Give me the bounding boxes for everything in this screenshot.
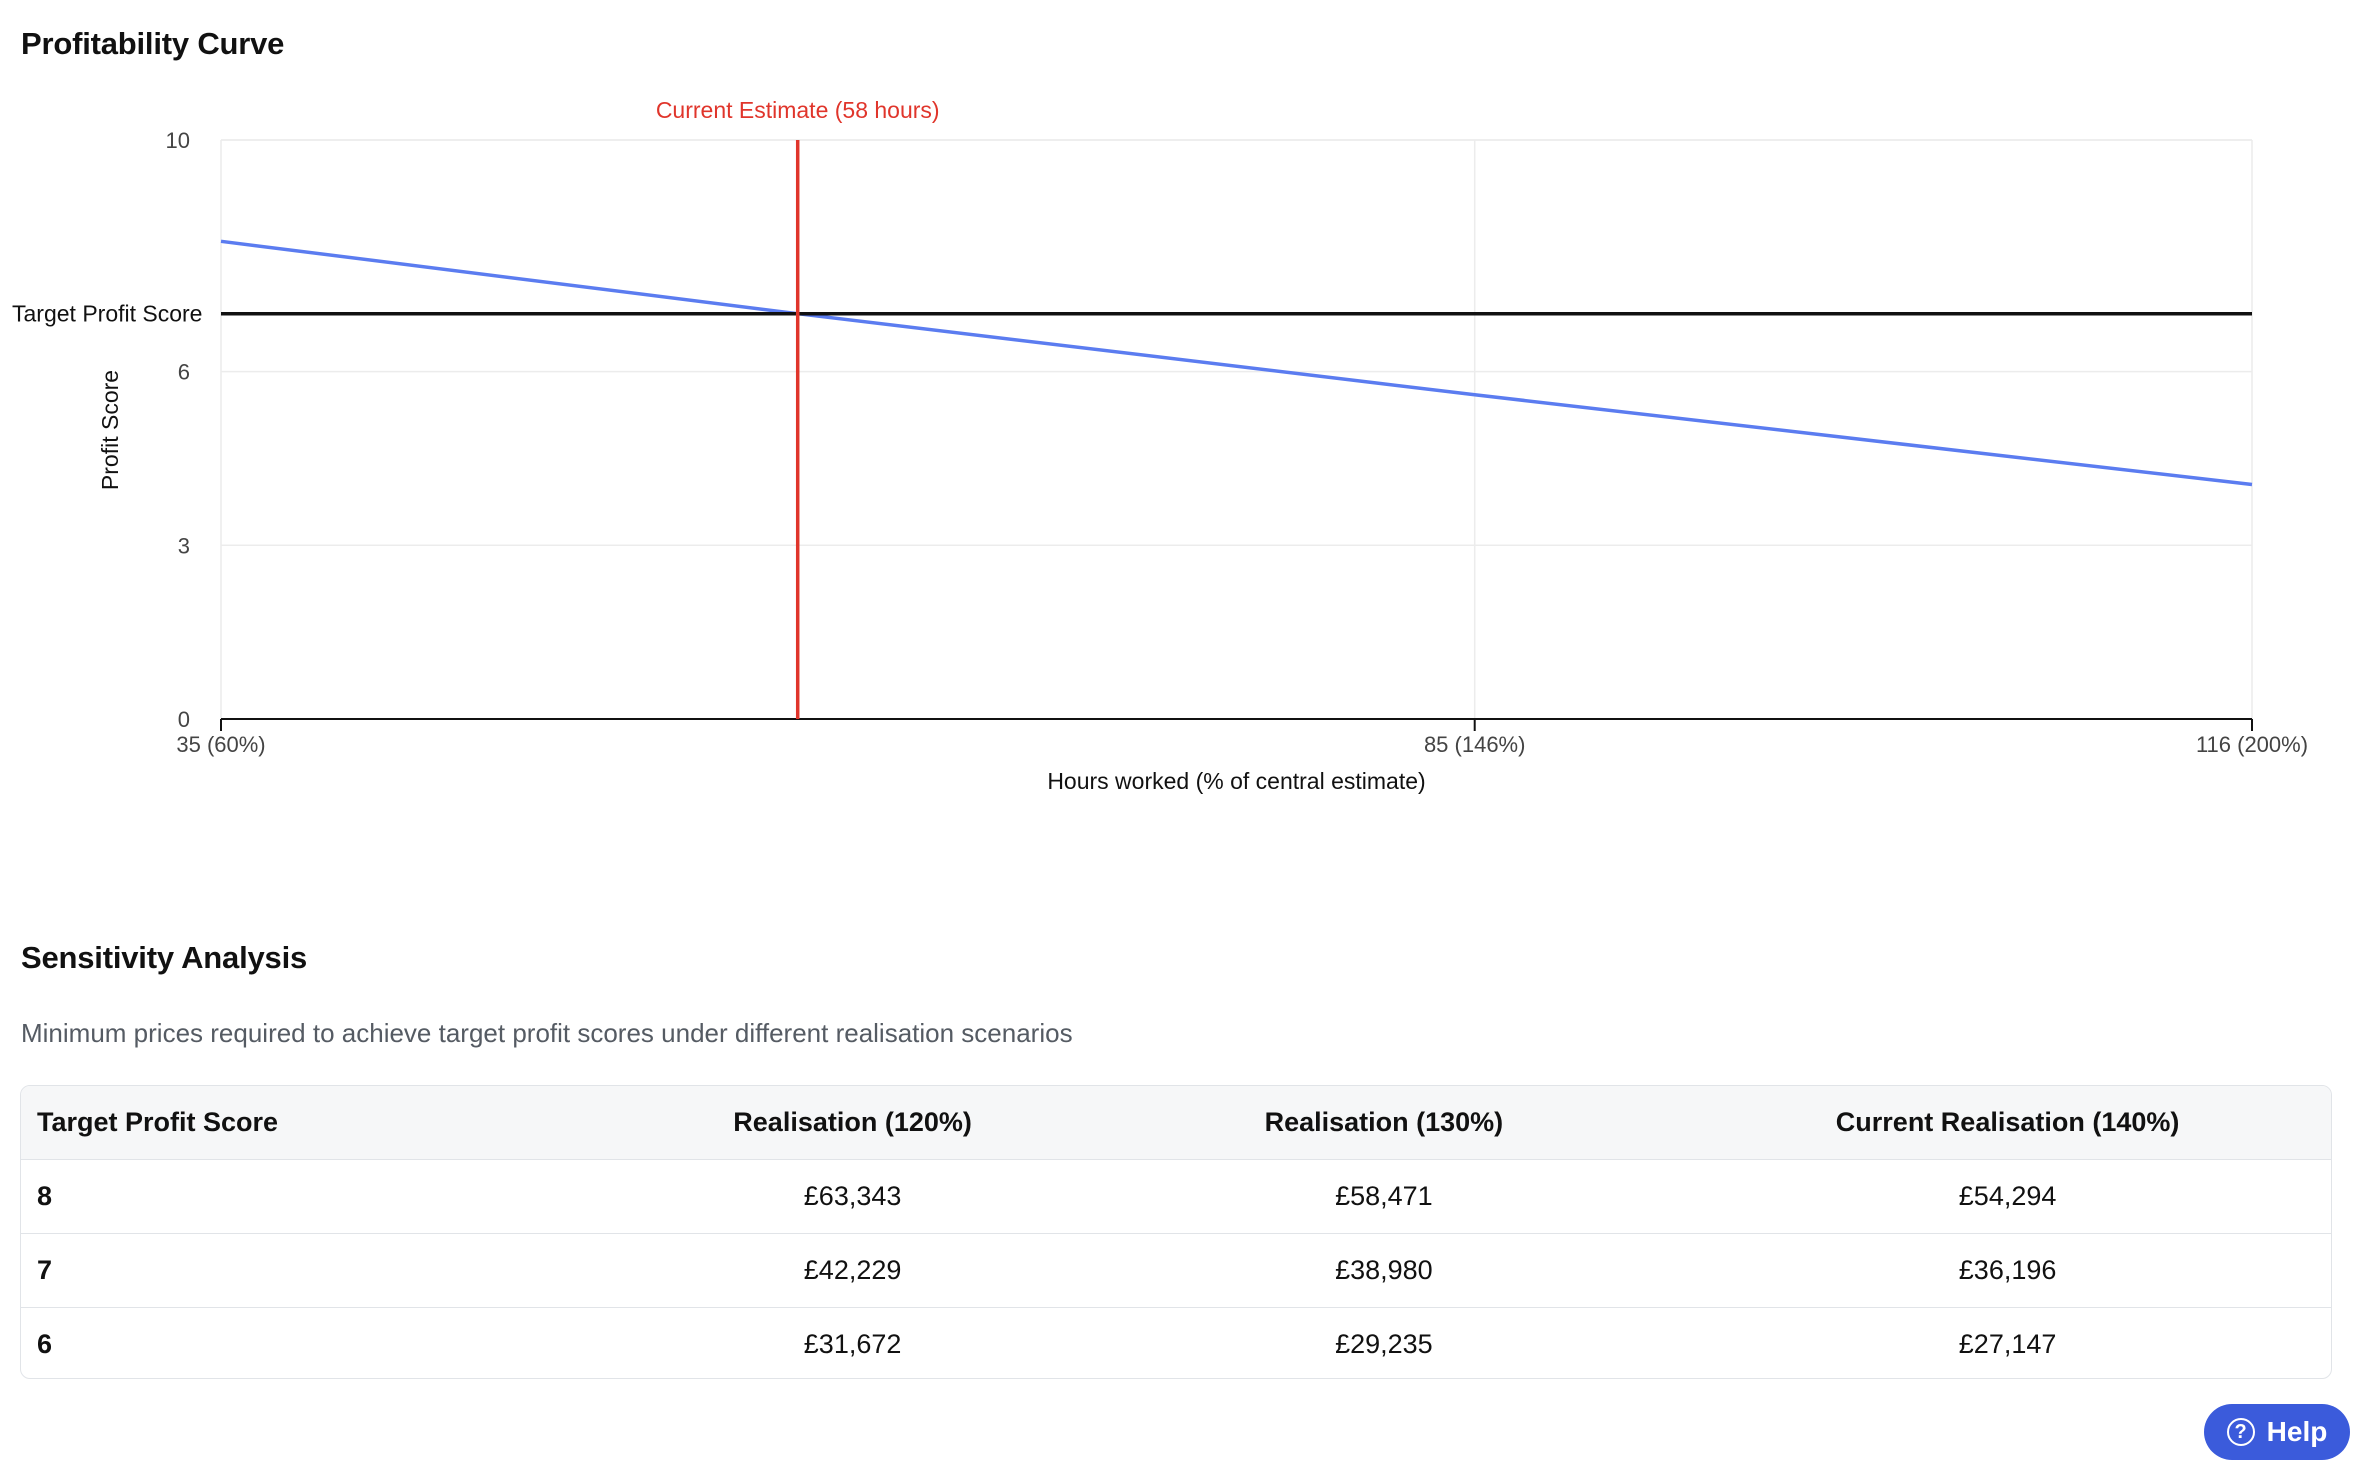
row-score: 8 bbox=[21, 1159, 622, 1234]
table-row: 7 £42,229 £38,980 £36,196 bbox=[21, 1233, 2331, 1308]
price-cell: £27,147 bbox=[1684, 1307, 2331, 1378]
price-cell: £54,294 bbox=[1684, 1159, 2331, 1234]
x-tick-label: 35 (60%) bbox=[176, 732, 265, 757]
header-realisation-120: Realisation (120%) bbox=[733, 1107, 972, 1137]
table-row: 6 £31,672 £29,235 £27,147 bbox=[21, 1307, 2331, 1378]
help-label: Help bbox=[2266, 1416, 2328, 1447]
chart-title: Profitability Curve bbox=[21, 26, 285, 61]
y-tick-label: 10 bbox=[166, 128, 190, 153]
price-cell: £31,672 bbox=[621, 1307, 1084, 1378]
x-axis-title: Hours worked (% of central estimate) bbox=[1047, 768, 1425, 794]
table-header-row: Target Profit Score Realisation (120%) R… bbox=[21, 1086, 2331, 1160]
current-estimate-label: Current Estimate (58 hours) bbox=[656, 97, 940, 123]
header-target-score: Target Profit Score bbox=[37, 1107, 279, 1137]
y-tick-label: 0 bbox=[178, 707, 190, 732]
question-circle-icon: ? bbox=[2226, 1418, 2255, 1446]
price-cell: £38,980 bbox=[1083, 1233, 1685, 1308]
price-cell: £63,343 bbox=[621, 1159, 1084, 1234]
x-tick-label: 85 (146%) bbox=[1424, 732, 1526, 757]
y-tick-label: 3 bbox=[178, 533, 190, 558]
sensitivity-title: Sensitivity Analysis bbox=[21, 940, 308, 975]
sensitivity-table: Target Profit Score Realisation (120%) R… bbox=[20, 1085, 2332, 1379]
row-score: 6 bbox=[21, 1307, 622, 1378]
row-score: 7 bbox=[21, 1233, 622, 1308]
price-cell: £58,471 bbox=[1083, 1159, 1685, 1234]
price-cell: £29,235 bbox=[1083, 1307, 1685, 1378]
sensitivity-subtitle: Minimum prices required to achieve targe… bbox=[21, 1018, 1073, 1048]
target-score-label: Target Profit Score bbox=[12, 301, 202, 327]
y-axis-title: Profit Score bbox=[97, 370, 123, 490]
price-cell: £42,229 bbox=[621, 1233, 1084, 1308]
header-realisation-130: Realisation (130%) bbox=[1264, 1107, 1504, 1137]
price-cell: £36,196 bbox=[1684, 1233, 2331, 1308]
table-row: 8 £63,343 £58,471 £54,294 bbox=[21, 1159, 2331, 1234]
x-tick-label: 116 (200%) bbox=[2196, 732, 2308, 757]
header-current-realisation: Current Realisation (140%) bbox=[1835, 1107, 2180, 1137]
profitability-chart: 0 3 6 10 35 (60%) 85 (146%) 116 (200%) Hours wo… bbox=[12, 97, 2308, 794]
profit-curve-line bbox=[220, 239, 2253, 487]
y-tick-label: 6 bbox=[178, 360, 190, 385]
help-button[interactable]: ? Help bbox=[2204, 1404, 2350, 1460]
